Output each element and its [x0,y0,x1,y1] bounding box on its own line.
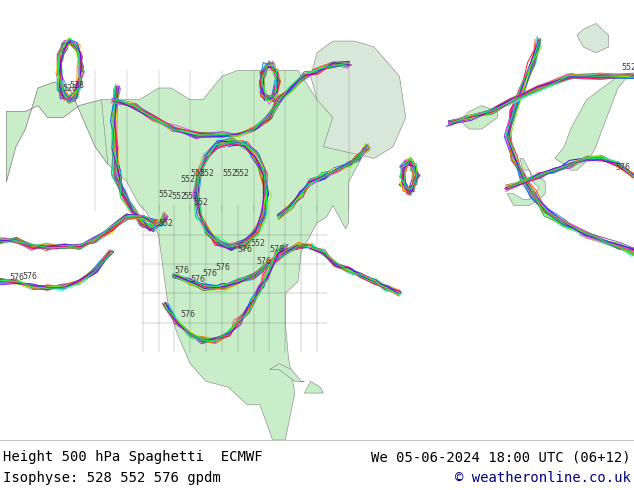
Text: 576: 576 [22,271,37,281]
Polygon shape [463,106,498,129]
Polygon shape [555,76,628,170]
Text: 576: 576 [238,245,253,254]
Text: 552: 552 [184,193,199,201]
Polygon shape [577,24,609,53]
Text: 552: 552 [222,169,237,178]
Text: 552: 552 [200,169,215,178]
Text: 578: 578 [269,245,285,254]
Text: 528: 528 [62,84,77,93]
Text: 576: 576 [216,263,231,272]
Text: 552: 552 [181,175,196,184]
Text: Isophyse: 528 552 576 gpdm: Isophyse: 528 552 576 gpdm [3,471,221,485]
Text: Height 500 hPa Spaghetti  ECMWF: Height 500 hPa Spaghetti ECMWF [3,450,263,464]
Text: 552: 552 [158,190,174,198]
Text: 552: 552 [171,193,186,201]
Polygon shape [6,71,368,440]
Text: 552: 552 [190,169,205,178]
Text: © weatheronline.co.uk: © weatheronline.co.uk [455,471,631,485]
Polygon shape [311,41,406,158]
Text: 552: 552 [621,63,634,73]
Text: 552: 552 [158,219,174,228]
Text: We 05-06-2024 18:00 UTC (06+12): We 05-06-2024 18:00 UTC (06+12) [371,450,631,464]
Text: 576: 576 [10,273,25,282]
Text: 576: 576 [190,274,205,284]
Text: 552: 552 [250,240,266,248]
Text: 528: 528 [70,81,85,90]
Polygon shape [269,364,304,381]
Text: 576: 576 [615,163,630,172]
Text: 552: 552 [193,198,209,207]
Polygon shape [507,158,545,205]
Text: 552: 552 [235,169,250,178]
Text: 576: 576 [181,310,196,319]
Text: 576: 576 [257,257,272,266]
Polygon shape [6,82,108,182]
Polygon shape [304,381,323,393]
Text: 576: 576 [203,269,218,278]
Text: 576: 576 [174,266,190,275]
